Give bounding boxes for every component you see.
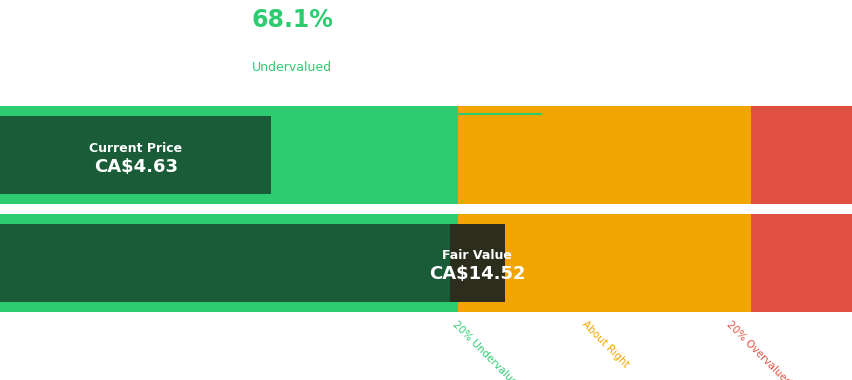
Bar <box>458 214 564 312</box>
Bar <box>0 223 504 302</box>
Text: Current Price: Current Price <box>89 142 182 155</box>
Bar <box>0 116 271 195</box>
Bar <box>0 214 458 312</box>
Bar <box>449 223 504 302</box>
Text: 68.1%: 68.1% <box>251 8 333 32</box>
Bar <box>564 106 750 204</box>
Bar <box>750 106 852 204</box>
Text: CA$4.63: CA$4.63 <box>94 158 177 176</box>
Bar <box>564 214 750 312</box>
Bar <box>458 106 564 204</box>
Text: Fair Value: Fair Value <box>442 249 511 262</box>
Bar <box>750 214 852 312</box>
Text: Undervalued: Undervalued <box>251 61 331 74</box>
Text: About Right: About Right <box>579 319 630 370</box>
Text: 20% Overvalued: 20% Overvalued <box>724 319 792 380</box>
Text: 20% Undervalued: 20% Undervalued <box>451 319 523 380</box>
Bar <box>0 106 458 204</box>
Text: CA$14.52: CA$14.52 <box>429 265 525 283</box>
